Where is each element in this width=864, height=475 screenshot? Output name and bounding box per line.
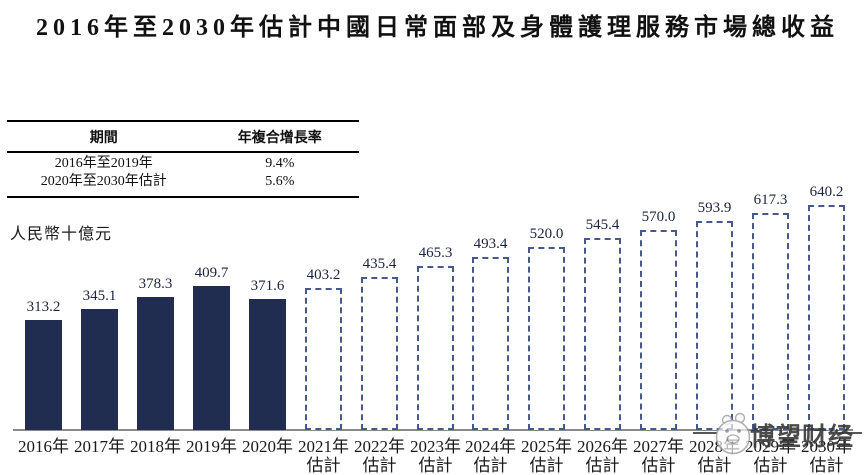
actual-bar [193, 286, 230, 430]
bar-value-label: 403.2 [306, 267, 341, 283]
actual-bar [81, 309, 118, 430]
bar-value-label: 640.2 [809, 184, 844, 200]
estimate-bar [472, 257, 509, 430]
watermark-line-right [836, 432, 862, 434]
cagr-row-period: 2016年至2019年 [54, 156, 153, 171]
bar-value-label: 520.0 [529, 226, 564, 242]
bar-axis-label: 2027年 估計 [633, 437, 684, 475]
cagr-header-rate: 年複合增長率 [237, 131, 322, 146]
chart-title: 2016年至2030年估計中國日常面部及身體護理服務市場總收益 [36, 15, 839, 41]
estimate-bar [361, 277, 398, 430]
bar-value-label: 617.3 [753, 192, 788, 208]
bar-axis-label: 2021年 估計 [298, 437, 349, 475]
estimate-bar [528, 247, 565, 430]
cagr-row-rate: 9.4% [265, 156, 295, 171]
bar-value-label: 570.0 [641, 209, 676, 225]
watermark-line-left [693, 432, 717, 434]
actual-bar [249, 299, 286, 430]
bar-axis-label: 2026年 估計 [577, 437, 628, 475]
estimate-bar [584, 238, 621, 430]
estimate-bar [808, 205, 845, 430]
bar-value-label: 378.3 [138, 276, 173, 292]
bar-axis-label: 2023年 估計 [410, 437, 461, 475]
estimate-bar [752, 213, 789, 430]
estimate-bar [640, 230, 677, 430]
bar-axis-label: 2022年 估計 [354, 437, 405, 475]
estimate-bar [417, 266, 454, 430]
bar-value-label: 435.4 [362, 256, 397, 272]
actual-bar [137, 297, 174, 430]
bar-axis-label: 2024年 估計 [465, 437, 516, 475]
estimate-bar [305, 288, 342, 430]
bar-value-label: 345.1 [82, 288, 117, 304]
bar-axis-label: 2020年 [242, 437, 293, 456]
bar-axis-label: 2030年 估計 [801, 437, 852, 475]
bar-value-label: 545.4 [585, 217, 620, 233]
cagr-row-period: 2020年至2030年估計 [40, 174, 167, 189]
cagr-table-row: 2020年至2030年估計 5.6% [7, 171, 359, 196]
watermark: 博望财经 [690, 408, 864, 460]
cagr-row-rate: 5.6% [265, 174, 295, 189]
bar-axis-label: 2025年 估計 [521, 437, 572, 475]
cagr-table: 期間 年複合增長率 2016年至2019年 9.4% 2020年至2030年估計… [7, 120, 359, 198]
bar-axis-label: 2017年 [74, 437, 125, 456]
bar-value-label: 371.6 [250, 278, 285, 294]
watermark-text: 博望财经 [750, 424, 855, 451]
cat-face-logo-icon [713, 412, 753, 461]
actual-bar [25, 320, 62, 430]
bar-axis-label: 2019年 [186, 437, 237, 456]
estimate-bar [696, 221, 733, 430]
x-axis-line [13, 429, 853, 431]
cagr-table-header-row: 期間 年複合增長率 [7, 122, 359, 153]
y-axis-unit-label: 人民幣十億元 [10, 226, 113, 243]
bar-axis-label: 2016年 [18, 437, 69, 456]
bar-value-label: 593.9 [697, 200, 732, 216]
bar-value-label: 493.4 [473, 236, 508, 252]
bar-value-label: 313.2 [26, 299, 61, 315]
cagr-header-period: 期間 [89, 131, 118, 146]
cagr-table-row: 2016年至2019年 9.4% [7, 153, 359, 171]
bar-axis-label: 2018年 [130, 437, 181, 456]
bar-value-label: 465.3 [418, 245, 453, 261]
bar-axis-label: 2029年 估計 [745, 437, 796, 475]
bar-value-label: 409.7 [194, 265, 229, 281]
